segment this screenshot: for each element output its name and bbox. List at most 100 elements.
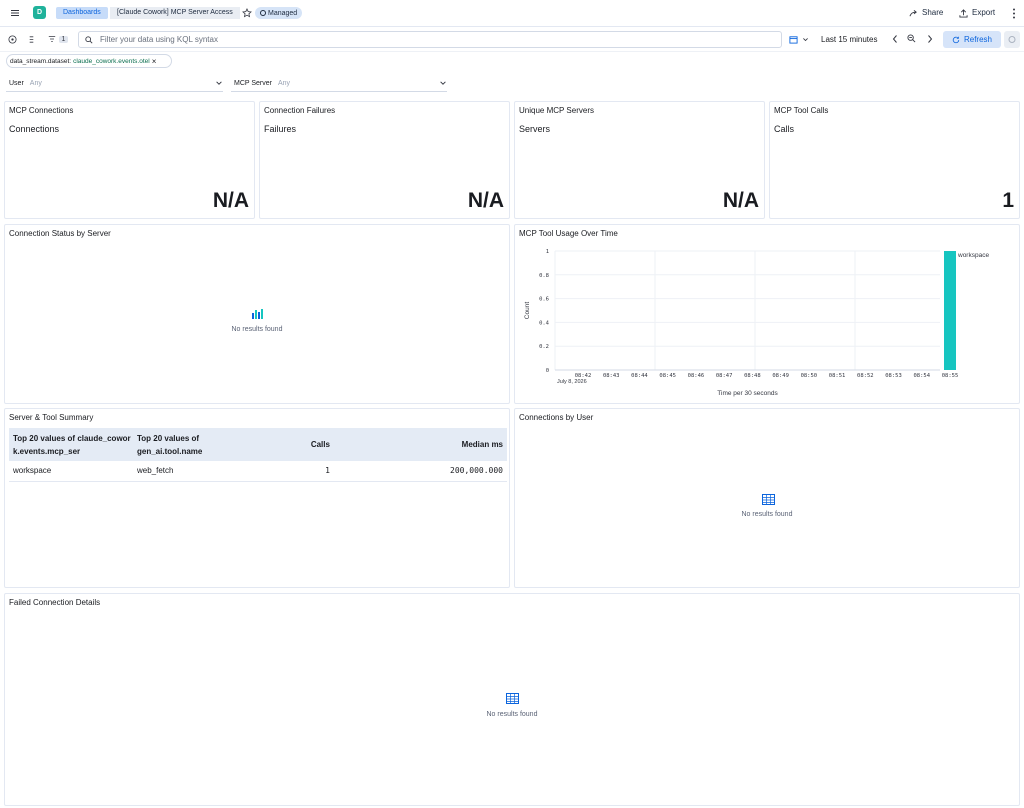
panel-title: Connection Status by Server: [9, 229, 111, 238]
y-tick-label: 0: [546, 368, 549, 374]
filter-pill[interactable]: data_stream.dataset: claude_cowork.event…: [6, 54, 172, 68]
zoom-out-icon: [907, 34, 916, 43]
mcp-server-control-label: MCP Server: [234, 79, 272, 87]
table-cell: web_fetch: [137, 466, 174, 476]
tool-usage-chart: 0 0.2 0.4 0.6 0.8 1 08:42 08:43 08:44 08:45 08:46 0…: [524, 249, 989, 397]
metric-value: 1: [1002, 189, 1014, 212]
time-previous-button[interactable]: [891, 32, 903, 46]
refresh-label: Refresh: [963, 35, 992, 44]
time-range-display[interactable]: Last 15 minutes: [821, 35, 878, 44]
chevron-down-icon: [440, 81, 446, 85]
x-tick-label: 08:43: [603, 373, 620, 379]
panel-title: Connections by User: [519, 413, 594, 422]
panel-title: Unique MCP Servers: [519, 106, 594, 115]
mcp-tool-calls-panel: MCP Tool Calls Calls 1: [769, 101, 1020, 219]
summary-table: Top 20 values of claude_cowork.events.mc…: [9, 428, 507, 482]
x-axis-title: Time per 30 seconds: [717, 390, 778, 397]
x-tick-label: 08:42: [575, 373, 592, 379]
field-toggle-icon[interactable]: [24, 32, 38, 46]
mcp-server-control-value: Any: [278, 79, 291, 87]
unique-mcp-servers-panel: Unique MCP Servers Servers N/A: [514, 101, 765, 219]
column-header[interactable]: Top 20 values of claude_cowork.events.mc…: [9, 428, 133, 461]
x-tick-label: 08:45: [659, 373, 676, 379]
filter-pill-value: claude_cowork.events.otel: [73, 57, 150, 65]
date-picker-quick-menu[interactable]: [789, 32, 815, 46]
column-header[interactable]: Top 20 values of gen_ai.tool.name: [133, 428, 257, 461]
table-row: workspace web_fetch 1 200,000.000: [9, 461, 507, 481]
metric-label: Connections: [9, 124, 60, 134]
share-label: Share: [922, 8, 944, 17]
top-header: D Dashboards [Claude Cowork] MCP Server …: [0, 0, 1024, 27]
metric-value: N/A: [722, 189, 759, 212]
export-icon: [959, 8, 968, 18]
filter-count-badge: 1: [58, 35, 69, 43]
saved-query-icon[interactable]: [5, 32, 19, 46]
legend-label: workspace: [957, 252, 989, 259]
no-results-text: No results found: [231, 326, 283, 333]
panel-title: Connection Failures: [264, 106, 336, 115]
kql-search-placeholder: Filter your data using KQL syntax: [100, 35, 218, 44]
panel-title: MCP Tool Usage Over Time: [519, 229, 618, 238]
menu-icon[interactable]: [10, 8, 20, 18]
share-button[interactable]: Share: [909, 7, 943, 19]
search-icon: [85, 35, 93, 44]
mcp-server-control[interactable]: MCP Server Any: [231, 75, 447, 92]
user-control[interactable]: User Any: [6, 75, 223, 92]
connection-failures-panel: Connection Failures Failures N/A: [259, 101, 510, 219]
zoom-out-button[interactable]: [907, 34, 917, 44]
column-header-text: Top 20 values of claude_cowork.events.mc…: [13, 433, 131, 456]
column-header[interactable]: Median ms: [461, 440, 503, 449]
column-header[interactable]: Calls: [310, 440, 330, 449]
kql-search-input[interactable]: Filter your data using KQL syntax: [78, 31, 782, 48]
x-tick-label: 08:52: [857, 373, 874, 379]
remove-filter-icon[interactable]: ×: [151, 56, 157, 66]
y-axis-title: Count: [524, 302, 531, 320]
table-cell: 200,000.000: [450, 466, 503, 476]
panel-title: Failed Connection Details: [9, 598, 101, 607]
metric-value: N/A: [467, 189, 504, 212]
y-tick-label: 1: [546, 249, 549, 255]
x-tick-label: 08:50: [801, 373, 818, 379]
panel-title: Server & Tool Summary: [9, 413, 94, 422]
panel-title: MCP Tool Calls: [774, 106, 829, 115]
metric-value: N/A: [212, 189, 249, 212]
space-avatar[interactable]: D: [33, 6, 46, 19]
metric-label: Servers: [519, 124, 551, 134]
chevron-down-icon: [216, 81, 222, 85]
table-cell: workspace: [13, 466, 52, 476]
breadcrumb-dashboards[interactable]: Dashboards: [56, 7, 108, 19]
failed-connection-details-panel: Failed Connection Details No results fou…: [4, 593, 1020, 806]
x-date-label: July 8, 2026: [557, 379, 587, 385]
query-bar: 1 Filter your data using KQL syntax Last…: [0, 27, 1024, 52]
metric-label: Failures: [264, 124, 297, 134]
refresh-button[interactable]: Refresh: [943, 31, 1001, 48]
x-tick-label: 08:55: [942, 373, 959, 379]
bar-chart-empty-icon: [251, 308, 265, 320]
table-empty-icon: [506, 693, 519, 704]
table-cell: 1: [325, 466, 330, 476]
export-button[interactable]: Export: [959, 7, 995, 19]
server-tool-summary-panel: Server & Tool Summary Top 20 values of c…: [4, 408, 510, 588]
x-tick-label: 08:47: [716, 373, 733, 379]
no-results-text: No results found: [741, 511, 793, 518]
column-header-text: Top 20 values of gen_ai.tool.name: [137, 433, 203, 456]
share-icon: [909, 9, 917, 16]
filter-count-button[interactable]: 1: [45, 32, 71, 46]
time-next-button[interactable]: [926, 32, 938, 46]
x-tick-label: 08:46: [688, 373, 705, 379]
managed-badge: Managed: [255, 7, 303, 19]
user-control-label: User: [9, 79, 24, 87]
x-tick-label: 08:53: [885, 373, 902, 379]
star-icon[interactable]: [242, 8, 252, 18]
y-tick-label: 0.8: [539, 273, 549, 279]
y-tick-label: 0.2: [539, 344, 549, 350]
more-options-icon[interactable]: [1011, 8, 1017, 19]
x-tick-label: 08:44: [631, 373, 648, 379]
tool-usage-over-time-panel: MCP Tool Usage Over Time 0 0.2 0.4 0.6 0.8 1 0…: [514, 224, 1020, 404]
breadcrumb-dashboard-title: [Claude Cowork] MCP Server Access: [110, 7, 240, 19]
export-label: Export: [972, 8, 996, 17]
no-results-text: No results found: [486, 711, 538, 718]
y-tick-label: 0.6: [539, 297, 549, 303]
connection-status-by-server-panel: Connection Status by Server No results f…: [4, 224, 510, 404]
loading-spinner-icon: [1004, 31, 1020, 48]
